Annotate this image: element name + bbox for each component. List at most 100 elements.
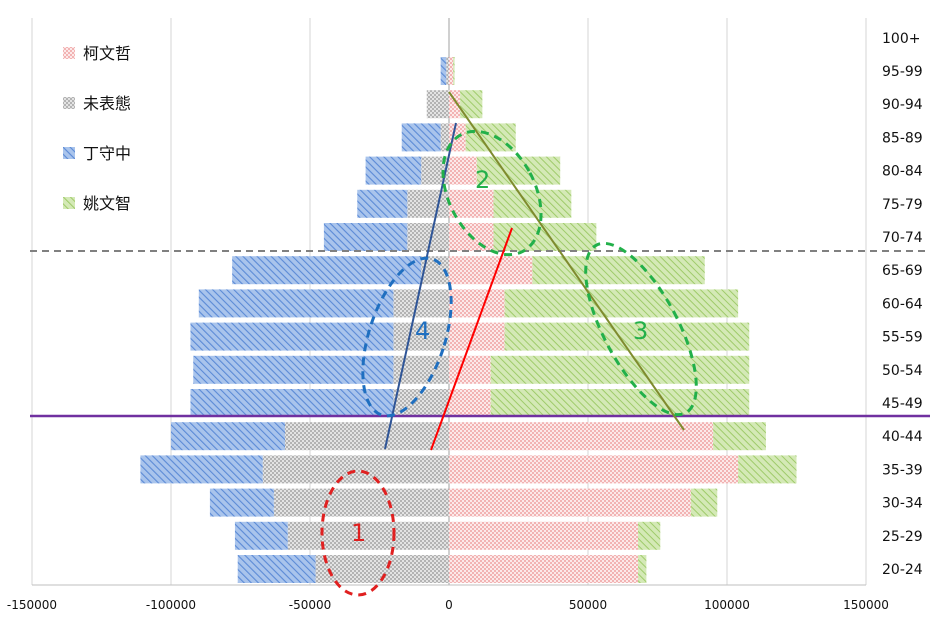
bar-segment — [449, 156, 477, 185]
bar-segment — [426, 90, 449, 119]
bars-group — [140, 57, 797, 583]
age-group-label: 70-74 — [882, 230, 923, 246]
x-tick-label: 100000 — [704, 598, 750, 612]
age-group-label: 75-79 — [882, 197, 923, 213]
annotation-ellipse-3 — [584, 241, 698, 417]
bar-segment — [713, 422, 766, 451]
legend-label: 丁守中 — [83, 144, 131, 163]
legend-swatch-ko — [63, 47, 75, 59]
bar-segment — [449, 521, 639, 550]
legend-item: 未表態 — [63, 94, 131, 113]
bar-segment — [287, 521, 449, 550]
bar-segment — [209, 488, 274, 517]
x-tick-label: 150000 — [843, 598, 889, 612]
bar-segment — [449, 256, 533, 285]
bar-segment — [449, 289, 505, 318]
bar-segment — [232, 256, 422, 285]
x-tick-label: -100000 — [146, 598, 196, 612]
legend-swatch-undecided — [63, 97, 75, 109]
red-trend-line — [430, 227, 513, 451]
age-group-label: 45-49 — [882, 396, 923, 412]
bar-segment — [690, 488, 718, 517]
age-group-label: 55-59 — [882, 330, 923, 346]
annotations: 1 2 3 4 — [30, 91, 930, 597]
bar-segment — [490, 355, 750, 384]
bar-segment — [504, 322, 750, 351]
legend-item: 姚文智 — [63, 194, 131, 213]
bar-segment — [638, 555, 647, 583]
age-group-labels: 20-24 25-29 30-34 35-39 40-44 45-49 50-54 55-59… — [882, 31, 923, 578]
bar-segment — [190, 389, 394, 417]
x-tick-label: 0 — [445, 598, 453, 612]
annotation-label-4: 4 — [415, 317, 430, 345]
bar-segment — [273, 488, 449, 517]
legend-swatch-ting — [63, 147, 75, 159]
legend-swatch-yao — [63, 197, 75, 209]
bar-segment — [365, 156, 422, 185]
bar-segment — [171, 422, 285, 451]
legend-label: 姚文智 — [83, 194, 131, 213]
age-group-label: 80-84 — [882, 164, 923, 180]
bar-segment — [407, 189, 449, 218]
bar-segment — [453, 57, 455, 85]
bar-segment — [504, 289, 739, 318]
bar-segment — [140, 455, 263, 484]
annotation-label-3: 3 — [633, 317, 648, 345]
bar-segment — [738, 455, 797, 484]
bar-segment — [493, 223, 597, 251]
bar-segment — [440, 123, 449, 152]
legend-item: 柯文哲 — [63, 44, 131, 63]
bar-segment — [446, 57, 449, 85]
annotation-ellipse-1 — [320, 469, 396, 597]
bar-segment — [449, 57, 454, 85]
legend-label: 柯文哲 — [83, 44, 131, 63]
bar-segment — [532, 256, 705, 285]
bar-segment — [476, 156, 561, 185]
bar-segment — [449, 455, 739, 484]
bar-segment — [449, 189, 494, 218]
bar-segment — [401, 123, 441, 152]
age-group-label: 40-44 — [882, 429, 923, 445]
bar-segment — [193, 355, 394, 384]
bar-segment — [449, 355, 491, 384]
age-group-label: 30-34 — [882, 496, 923, 512]
x-axis-ticks: -150000 -100000 -50000 0 50000 100000 150000 — [7, 598, 889, 612]
age-group-label: 50-54 — [882, 363, 923, 379]
bar-segment — [190, 322, 394, 351]
olive-trend-line — [448, 91, 685, 431]
bar-segment — [638, 521, 661, 550]
bar-segment — [440, 57, 447, 85]
bar-segment — [198, 289, 394, 318]
bar-segment — [449, 555, 639, 583]
bar-segment — [393, 322, 449, 351]
bar-segment — [234, 521, 288, 550]
age-group-label: 85-89 — [882, 130, 923, 146]
bar-segment — [323, 223, 408, 251]
bar-segment — [393, 289, 449, 318]
annotation-label-1: 1 — [351, 519, 366, 547]
age-group-label: 65-69 — [882, 263, 923, 279]
age-group-label: 60-64 — [882, 296, 923, 312]
bar-segment — [284, 422, 449, 451]
age-group-label: 35-39 — [882, 462, 923, 478]
legend: 柯文哲 未表態 丁守中 姚文智 — [63, 44, 131, 213]
bar-segment — [357, 189, 408, 218]
x-tick-label: -150000 — [7, 598, 57, 612]
bar-segment — [262, 455, 449, 484]
age-group-label: 95-99 — [882, 64, 923, 80]
age-group-label: 25-29 — [882, 529, 923, 545]
bar-segment — [490, 389, 750, 417]
age-group-label: 100+ — [882, 31, 920, 47]
x-tick-label: -50000 — [289, 598, 332, 612]
age-group-label: 90-94 — [882, 97, 923, 113]
bar-segment — [237, 555, 316, 583]
age-group-label: 20-24 — [882, 562, 923, 578]
annotation-ellipse-2 — [441, 129, 543, 257]
bar-segment — [460, 90, 483, 119]
annotation-ellipse-4 — [361, 256, 453, 418]
annotation-label-2: 2 — [475, 166, 490, 194]
bar-segment — [449, 488, 691, 517]
x-tick-label: 50000 — [569, 598, 607, 612]
legend-item: 丁守中 — [63, 144, 131, 163]
